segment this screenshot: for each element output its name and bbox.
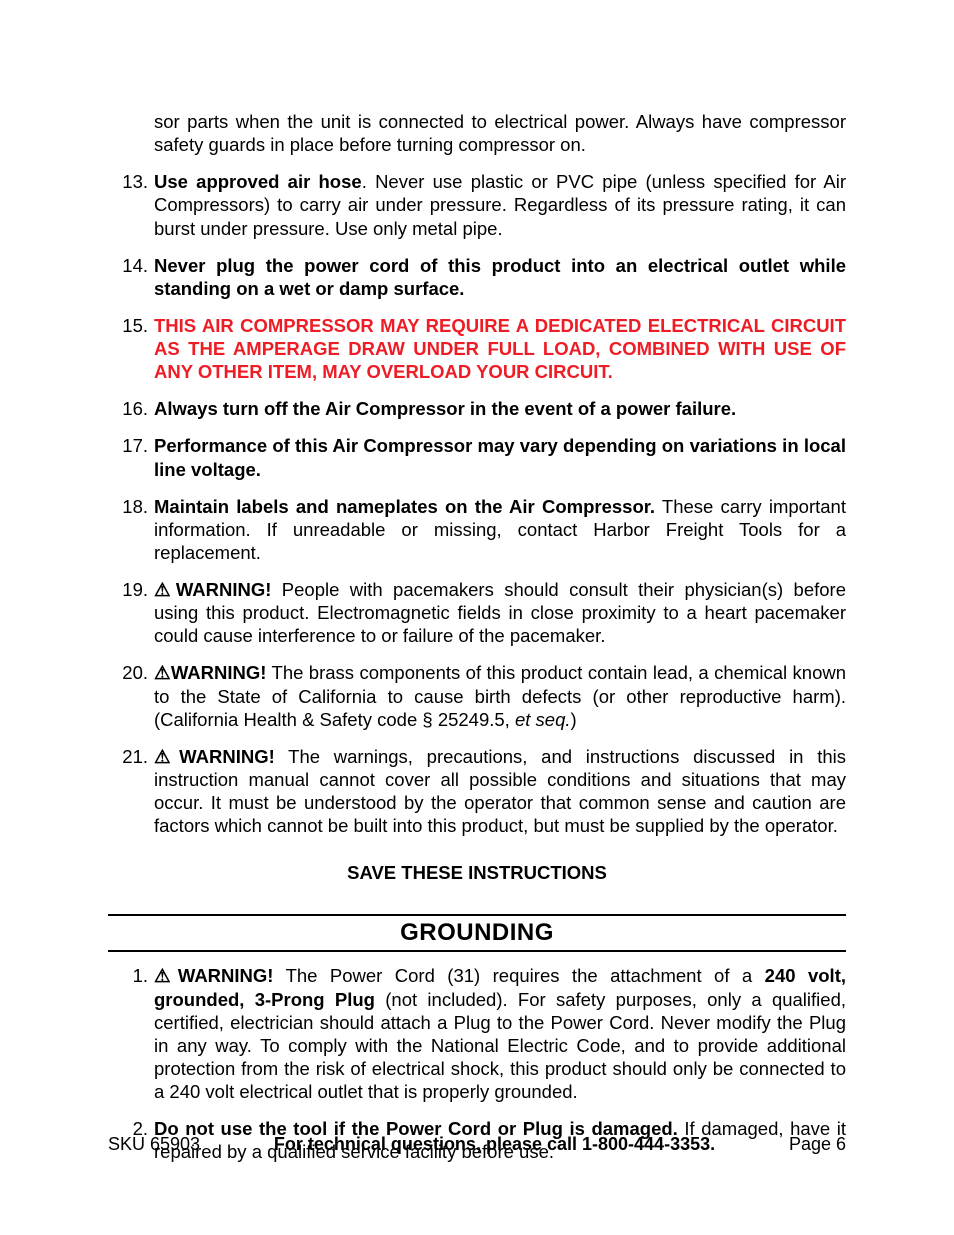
list-item: 17.Performance of this Air Compressor ma… — [108, 434, 846, 480]
item-number: 19. — [108, 578, 154, 647]
warning-icon: ⚠WARNING! — [154, 662, 266, 683]
item-body: Performance of this Air Compressor may v… — [154, 434, 846, 480]
item-body: ⚠WARNING! The brass components of this p… — [154, 661, 846, 730]
page-footer: SKU 65903 For technical questions, pleas… — [108, 1133, 846, 1156]
item-number: 13. — [108, 170, 154, 239]
list-item: 19.⚠WARNING! People with pacemakers shou… — [108, 578, 846, 647]
list-item: 14.Never plug the power cord of this pro… — [108, 254, 846, 300]
item-number: 14. — [108, 254, 154, 300]
item-number — [108, 110, 154, 156]
item-number: 1. — [108, 964, 154, 1103]
manual-page: sor parts when the unit is connected to … — [0, 0, 954, 1235]
footer-page-number: Page 6 — [789, 1133, 846, 1156]
item-body: ⚠WARNING! The Power Cord (31) requires t… — [154, 964, 846, 1103]
item-body: ⚠WARNING! People with pacemakers should … — [154, 578, 846, 647]
list-item: 20.⚠WARNING! The brass components of thi… — [108, 661, 846, 730]
item-body: Always turn off the Air Compressor in th… — [154, 397, 846, 420]
safety-list: sor parts when the unit is connected to … — [108, 110, 846, 837]
list-item: 18.Maintain labels and nameplates on the… — [108, 495, 846, 564]
list-item: 15.THIS AIR COMPRESSOR MAY REQUIRE A DED… — [108, 314, 846, 383]
item-number: 18. — [108, 495, 154, 564]
warning-icon: ⚠WARNING! — [154, 965, 273, 986]
item-body: sor parts when the unit is connected to … — [154, 110, 846, 156]
item-number: 15. — [108, 314, 154, 383]
footer-sku: SKU 65903 — [108, 1133, 200, 1156]
item-body: Never plug the power cord of this produc… — [154, 254, 846, 300]
save-instructions: SAVE THESE INSTRUCTIONS — [108, 861, 846, 884]
item-number: 17. — [108, 434, 154, 480]
list-item: sor parts when the unit is connected to … — [108, 110, 846, 156]
item-body: Maintain labels and nameplates on the Ai… — [154, 495, 846, 564]
warning-icon: ⚠WARNING! — [154, 746, 275, 767]
item-number: 16. — [108, 397, 154, 420]
item-number: 20. — [108, 661, 154, 730]
item-body: Use approved air hose. Never use plastic… — [154, 170, 846, 239]
footer-phone: For technical questions, please call 1-8… — [274, 1133, 715, 1156]
section-heading-grounding: GROUNDING — [108, 914, 846, 952]
list-item: 13.Use approved air hose. Never use plas… — [108, 170, 846, 239]
warning-icon: ⚠WARNING! — [154, 579, 271, 600]
item-body: ⚠WARNING! The warnings, precautions, and… — [154, 745, 846, 838]
item-body: THIS AIR COMPRESSOR MAY REQUIRE A DEDICA… — [154, 314, 846, 383]
list-item: 16.Always turn off the Air Compressor in… — [108, 397, 846, 420]
list-item: 1.⚠WARNING! The Power Cord (31) requires… — [108, 964, 846, 1103]
list-item: 21.⚠WARNING! The warnings, precautions, … — [108, 745, 846, 838]
item-number: 21. — [108, 745, 154, 838]
